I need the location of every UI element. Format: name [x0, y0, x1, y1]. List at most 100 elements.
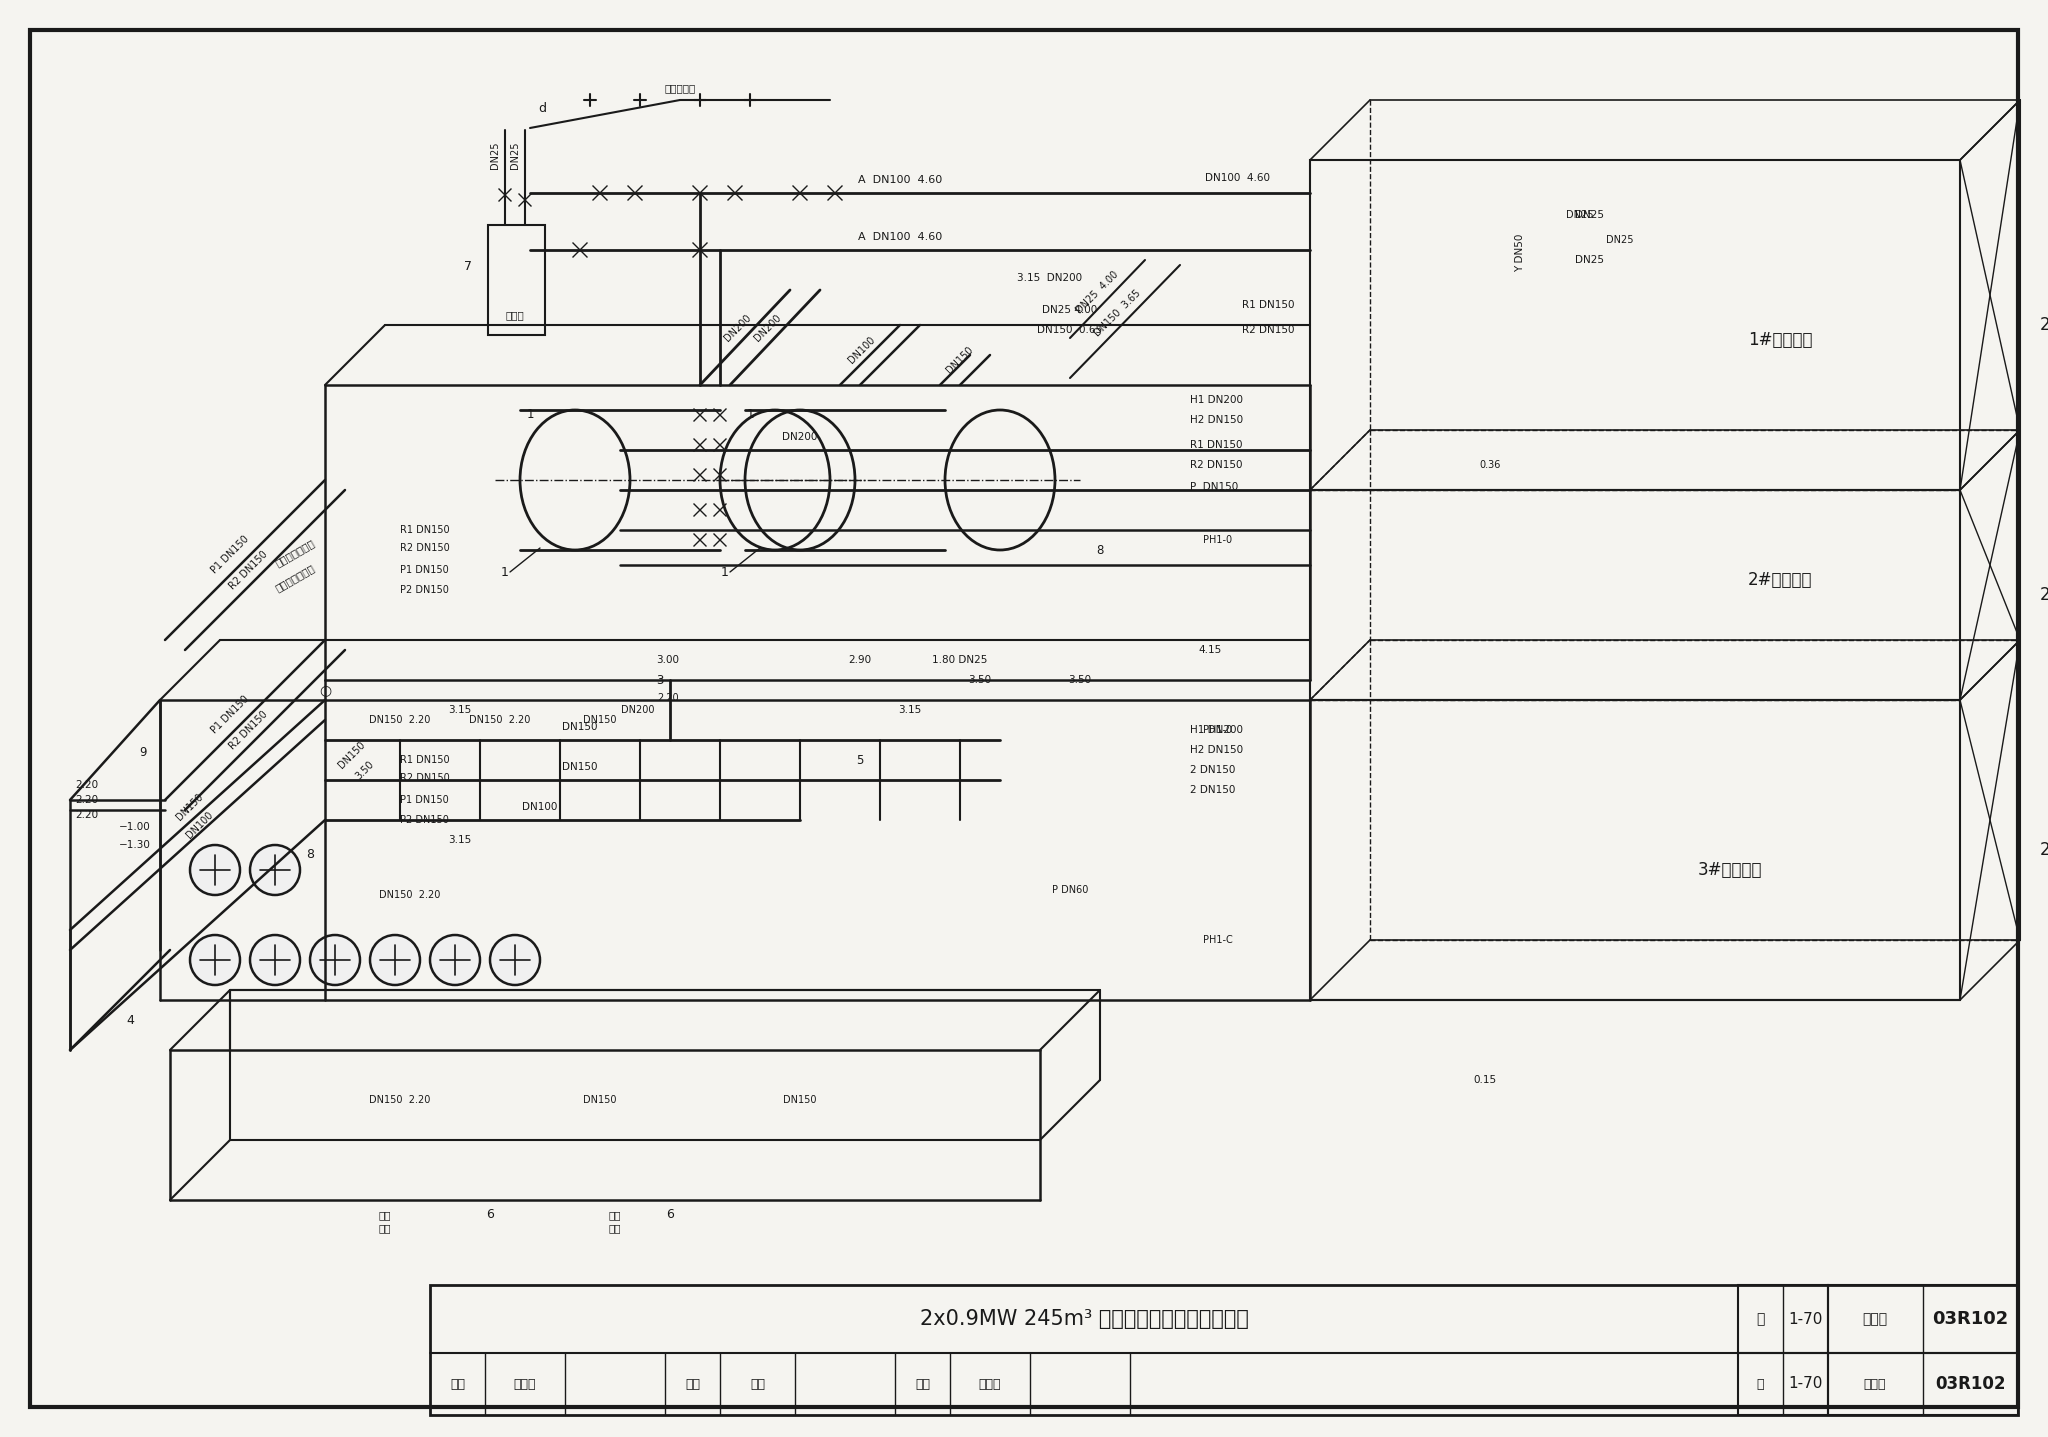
- Bar: [1311, 490, 1960, 700]
- Text: 设计: 设计: [915, 1378, 930, 1391]
- Text: 1: 1: [745, 408, 754, 421]
- Text: 3.15  DN200: 3.15 DN200: [1018, 273, 1083, 283]
- Text: DN150: DN150: [174, 792, 205, 822]
- Text: P DN60: P DN60: [1053, 885, 1087, 895]
- Text: 2.20: 2.20: [76, 810, 98, 821]
- Circle shape: [190, 935, 240, 984]
- Text: 2 DN150: 2 DN150: [1190, 764, 1235, 775]
- Text: R1 DN150: R1 DN150: [399, 754, 451, 764]
- Text: 1: 1: [526, 408, 535, 421]
- Text: 5: 5: [856, 753, 864, 766]
- Text: DN200: DN200: [782, 433, 817, 443]
- Text: 0.15: 0.15: [1473, 1075, 1497, 1085]
- Text: 03R102: 03R102: [1931, 1311, 2009, 1328]
- Text: DN150  0.65: DN150 0.65: [1038, 325, 1102, 335]
- Text: DN200: DN200: [723, 313, 754, 343]
- Text: 8: 8: [1096, 543, 1104, 556]
- Text: 1: 1: [502, 566, 510, 579]
- Text: P1 DN150: P1 DN150: [209, 694, 250, 736]
- Text: 李日华: 李日华: [514, 1378, 537, 1391]
- Text: DN150: DN150: [584, 716, 616, 726]
- Text: R1 DN150: R1 DN150: [1190, 440, 1243, 450]
- Text: DN25: DN25: [1606, 236, 1634, 244]
- Text: DN150: DN150: [944, 345, 975, 375]
- Text: H2 DN150: H2 DN150: [1190, 744, 1243, 754]
- Text: H1 DN200: H1 DN200: [1190, 395, 1243, 405]
- Text: DN100: DN100: [846, 335, 877, 365]
- Text: DN150  2.20: DN150 2.20: [379, 890, 440, 900]
- Text: 3.00: 3.00: [657, 655, 680, 665]
- Text: DN25 4.00: DN25 4.00: [1042, 305, 1098, 315]
- Text: DN25  4.00: DN25 4.00: [1073, 269, 1120, 315]
- Text: ○: ○: [319, 683, 332, 697]
- Text: 2.20: 2.20: [76, 780, 98, 790]
- Text: 1.80 DN25: 1.80 DN25: [932, 655, 987, 665]
- Text: 1: 1: [721, 566, 729, 579]
- Circle shape: [190, 845, 240, 895]
- Bar: [1311, 160, 1960, 490]
- Text: 3.50: 3.50: [1069, 675, 1092, 685]
- Text: 4: 4: [127, 1013, 133, 1026]
- Text: DN25: DN25: [1575, 254, 1604, 264]
- Text: DN150: DN150: [584, 1095, 616, 1105]
- Text: 2: 2: [2040, 586, 2048, 604]
- Text: 2#蓄热水筱: 2#蓄热水筱: [1747, 570, 1812, 589]
- Text: 2x0.9MW 245m³ 蓄热式电锅炉房管道系统图: 2x0.9MW 245m³ 蓄热式电锅炉房管道系统图: [920, 1309, 1249, 1329]
- Text: PH1-0: PH1-0: [1204, 726, 1233, 734]
- Text: 2: 2: [2040, 841, 2048, 859]
- Text: 3.15: 3.15: [449, 706, 471, 716]
- Circle shape: [250, 935, 299, 984]
- Text: R2 DN150: R2 DN150: [399, 543, 451, 553]
- Text: H1 DN200: H1 DN200: [1190, 726, 1243, 734]
- Text: DN100: DN100: [522, 802, 557, 812]
- Bar: [1829, 1285, 2017, 1415]
- Text: 9: 9: [139, 746, 147, 760]
- Text: DN200: DN200: [621, 706, 655, 716]
- Text: PH1-0: PH1-0: [1204, 535, 1233, 545]
- Text: −1.00: −1.00: [119, 822, 152, 832]
- Text: R2 DN150: R2 DN150: [227, 549, 268, 591]
- Text: DN150  2.20: DN150 2.20: [369, 716, 430, 726]
- Text: 接采暖回水管道: 接采暖回水管道: [274, 563, 317, 593]
- Text: P1 DN150: P1 DN150: [209, 535, 250, 576]
- Text: P1 DN150: P1 DN150: [399, 565, 449, 575]
- Text: 接地: 接地: [379, 1223, 391, 1233]
- Text: 2.20: 2.20: [76, 795, 98, 805]
- Text: DN25: DN25: [510, 141, 520, 168]
- Text: 0.36: 0.36: [1479, 460, 1501, 470]
- Text: −1.30: −1.30: [119, 841, 152, 851]
- Text: 03R102: 03R102: [1935, 1375, 2005, 1392]
- Text: 化妆口: 化妆口: [506, 310, 524, 320]
- Text: R2 DN150: R2 DN150: [1190, 460, 1243, 470]
- Text: 审核: 审核: [451, 1378, 465, 1391]
- Text: 接地: 接地: [608, 1210, 621, 1220]
- Text: 页: 页: [1755, 1312, 1763, 1326]
- Text: DN150  2.20: DN150 2.20: [469, 716, 530, 726]
- Text: DN150: DN150: [782, 1095, 817, 1105]
- Text: R2 DN150: R2 DN150: [399, 773, 451, 783]
- Text: P  DN150: P DN150: [1190, 481, 1239, 491]
- Text: DN150  3.65: DN150 3.65: [1094, 287, 1143, 338]
- Text: 补给水管道: 补给水管道: [664, 83, 696, 93]
- Text: 3.15: 3.15: [449, 835, 471, 845]
- Bar: [487, 226, 545, 335]
- Text: 校对: 校对: [684, 1378, 700, 1391]
- Text: 接采暖回水管道: 接采暖回水管道: [274, 537, 317, 568]
- Circle shape: [250, 845, 299, 895]
- Text: P2 DN150: P2 DN150: [399, 815, 449, 825]
- Text: 3.15: 3.15: [899, 706, 922, 716]
- Text: P1 DN150: P1 DN150: [399, 795, 449, 805]
- Text: PH1-C: PH1-C: [1202, 935, 1233, 946]
- Text: DN200: DN200: [752, 313, 784, 343]
- Text: 2.20: 2.20: [657, 693, 678, 703]
- Text: 3.50: 3.50: [354, 759, 377, 782]
- Text: DN150: DN150: [336, 740, 367, 770]
- Text: DN25: DN25: [489, 141, 500, 168]
- Text: DN150: DN150: [563, 721, 598, 731]
- Circle shape: [309, 935, 360, 984]
- Text: DN100: DN100: [184, 809, 215, 841]
- Text: H2 DN150: H2 DN150: [1190, 415, 1243, 425]
- Text: R1 DN150: R1 DN150: [1243, 300, 1294, 310]
- Text: 2: 2: [2040, 316, 2048, 333]
- Text: R1 DN150: R1 DN150: [399, 525, 451, 535]
